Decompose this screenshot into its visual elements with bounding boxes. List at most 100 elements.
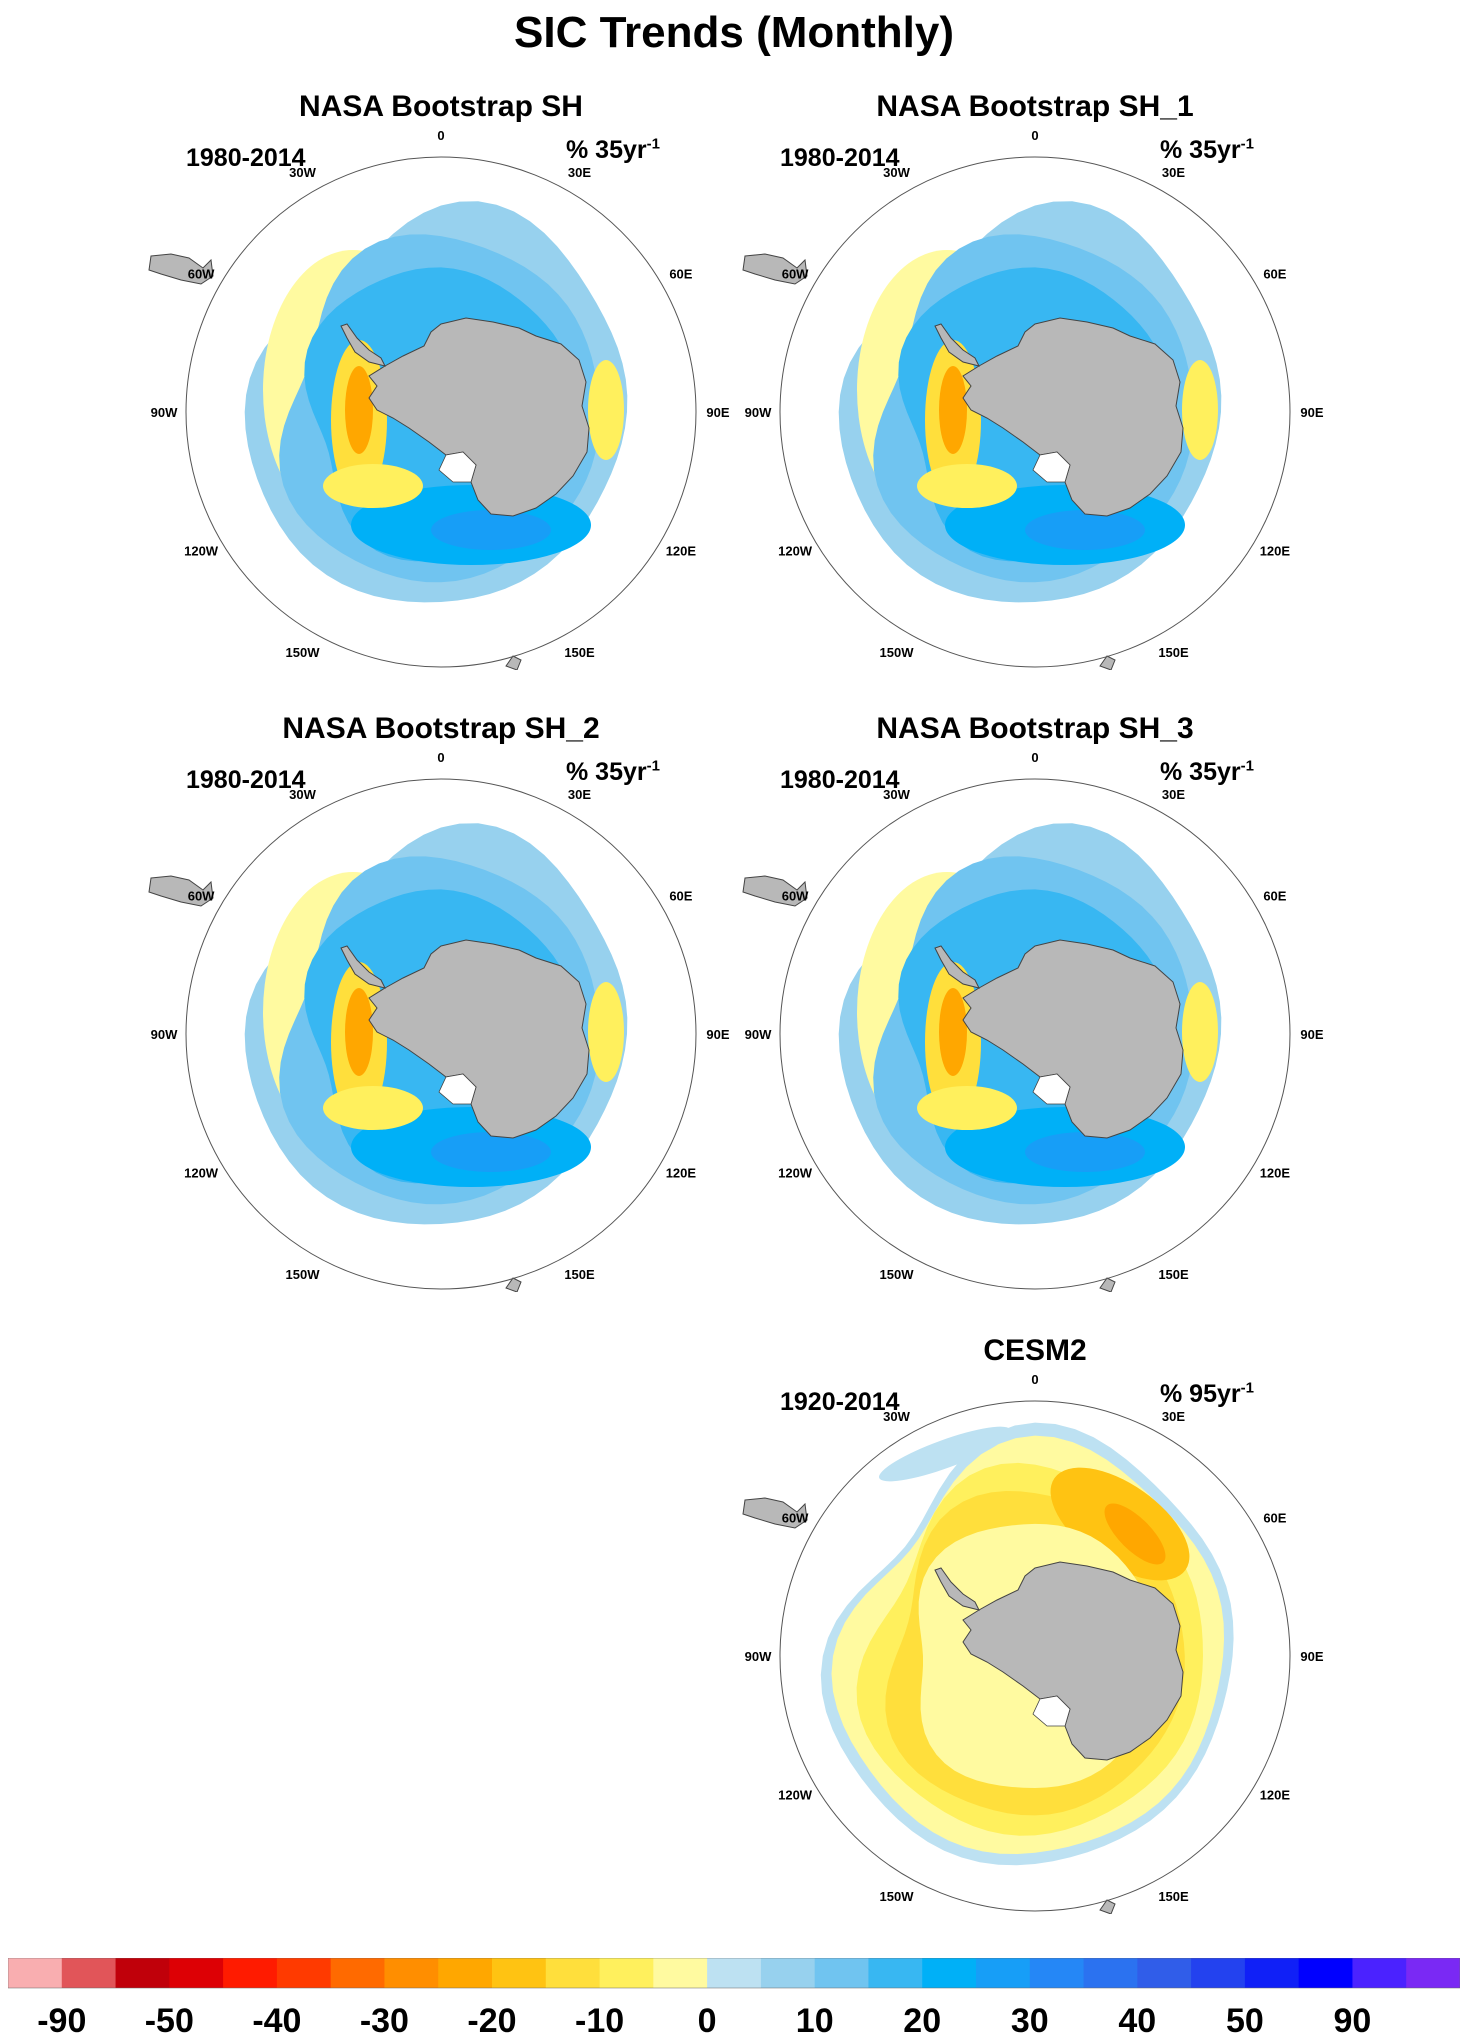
period-label: 1980-2014: [186, 766, 306, 794]
antarctica-landmass: [962, 939, 1184, 1139]
new-zealand-landmass: [1099, 1899, 1116, 1914]
colorbar-tick-label: 10: [796, 2002, 834, 2038]
longitude-label: 60E: [1263, 1511, 1286, 1526]
south-america-landmass: [742, 253, 808, 285]
longitude-label: 60E: [669, 267, 692, 282]
longitude-label: 90W: [745, 405, 772, 420]
colorbar-swatch: [8, 1958, 63, 1988]
longitude-label: 150E: [564, 1267, 595, 1282]
antarctica-landmass: [368, 939, 590, 1139]
map-panel-cesm2: CESM2 1920-2014 % 95yr-1 0 30E 60E 90E 120E 1…: [735, 1334, 1335, 1914]
longitude-label: 60E: [669, 889, 692, 904]
colorbar-swatch: [61, 1958, 117, 1988]
polar-stereographic-map: 030E60E90E120E150E180150W120W90W60W30W: [148, 128, 730, 670]
colorbar-swatch: [1029, 1958, 1085, 1988]
colorbar-tick-label: 90: [1333, 2002, 1371, 2038]
south-america-landmass: [148, 875, 214, 907]
antarctica-landmass: [368, 317, 590, 517]
longitude-label: 60W: [782, 267, 809, 282]
units-label: % 35yr-1: [1160, 135, 1254, 164]
colorbar-swatch: [922, 1958, 977, 1988]
longitude-label: 120W: [184, 544, 219, 559]
longitude-label: 30E: [568, 165, 591, 180]
colorbar-tick-label: -90: [37, 2002, 86, 2038]
new-zealand-landmass: [1099, 1277, 1116, 1292]
south-america-landmass: [742, 875, 808, 907]
colorbar-frame: [8, 1958, 1460, 1989]
colorbar-tick-label: -10: [575, 2002, 624, 2038]
antarctic-peninsula: [934, 323, 980, 367]
ross-ice-shelf: [438, 451, 477, 483]
new-zealand-landmass: [505, 1277, 522, 1292]
longitude-label: 30W: [289, 787, 316, 802]
colorbar-tick-label: -20: [467, 2002, 516, 2038]
colorbar-swatch: [653, 1958, 708, 1988]
colorbar-swatch: [384, 1958, 439, 1988]
increase-region: [879, 1426, 1011, 1482]
antarctic-peninsula: [340, 945, 386, 989]
longitude-label: 60E: [1263, 267, 1286, 282]
colorbar-swatch: [115, 1958, 170, 1988]
colorbar-swatch: [169, 1958, 224, 1988]
panel-title: NASA Bootstrap SH: [299, 90, 583, 123]
map-boundary-circle: [185, 156, 697, 668]
colorbar: -90 -50 -40 -30 -20 -10 0 10 20 30 40 50 90: [8, 1958, 1460, 2038]
figure-title: SIC Trends (Monthly): [514, 8, 954, 57]
colorbar-swatch: [976, 1958, 1031, 1988]
longitude-label: 30E: [1162, 1409, 1185, 1424]
ross-sea-trend-region: [1025, 1132, 1145, 1172]
decline-region: [917, 1086, 1017, 1130]
units-label: % 35yr-1: [566, 757, 660, 786]
longitude-label: 60W: [188, 889, 215, 904]
longitude-label: 30W: [883, 165, 910, 180]
decline-region: [1182, 360, 1218, 460]
longitude-label: 30W: [883, 787, 910, 802]
decline-region: [939, 366, 967, 454]
longitude-label: 150W: [286, 645, 321, 660]
decline-region: [588, 982, 624, 1082]
decline-region: [939, 988, 967, 1076]
decline-region: [1182, 982, 1218, 1082]
polar-stereographic-map: 030E60E90E120E150E180150W120W90W60W30W: [742, 128, 1324, 670]
longitude-label: 60E: [1263, 889, 1286, 904]
longitude-label: 120W: [778, 544, 813, 559]
panel-title: CESM2: [983, 1334, 1087, 1367]
colorbar-swatch: [1244, 1958, 1300, 1988]
longitude-label: 60W: [188, 267, 215, 282]
period-label: 1920-2014: [780, 1388, 900, 1416]
colorbar-swatch: [1406, 1958, 1460, 1988]
longitude-label: 120W: [778, 1166, 813, 1181]
longitude-label: 90E: [1300, 405, 1323, 420]
units-label: % 95yr-1: [1160, 1379, 1254, 1408]
colorbar-swatch: [545, 1958, 601, 1988]
colorbar-tick-label: 30: [1011, 2002, 1049, 2038]
colorbar-tick-label: -40: [252, 2002, 301, 2038]
period-label: 1980-2014: [186, 144, 306, 172]
longitude-label: 120E: [1260, 1166, 1291, 1181]
longitude-label: 30E: [568, 787, 591, 802]
longitude-label: 0: [1031, 128, 1038, 143]
longitude-label: 120W: [778, 1788, 813, 1803]
colorbar-tick-label: -50: [145, 2002, 194, 2038]
colorbar-swatch: [1137, 1958, 1192, 1988]
antarctica-landmass: [962, 1561, 1184, 1761]
decline-region: [917, 464, 1017, 508]
decline-region: [323, 1086, 423, 1130]
colorbar-tick-label: 20: [903, 2002, 941, 2038]
map-boundary-circle: [779, 1400, 1291, 1912]
longitude-label: 30E: [1162, 165, 1185, 180]
longitude-label: 60W: [782, 1511, 809, 1526]
longitude-label: 0: [437, 750, 444, 765]
decline-region: [1104, 1503, 1166, 1565]
antarctic-peninsula: [934, 945, 980, 989]
polar-stereographic-map: 030E60E90E120E150E180150W120W90W60W30W: [742, 750, 1324, 1292]
longitude-label: 90W: [745, 1649, 772, 1664]
colorbar-tick-label: 50: [1226, 2002, 1264, 2038]
longitude-label: 30W: [883, 1409, 910, 1424]
map-panel-nasa-bootstrap-sh-2: NASA Bootstrap SH_2 1980-2014 % 35yr-1 0…: [141, 712, 741, 1292]
south-america-landmass: [742, 1497, 808, 1529]
ross-sea-trend-region: [431, 510, 551, 550]
map-panel-nasa-bootstrap-sh-1: NASA Bootstrap SH_1 1980-2014 % 35yr-1 0…: [735, 90, 1335, 670]
panel-title: NASA Bootstrap SH_1: [876, 90, 1194, 123]
colorbar-swatch: [868, 1958, 923, 1988]
